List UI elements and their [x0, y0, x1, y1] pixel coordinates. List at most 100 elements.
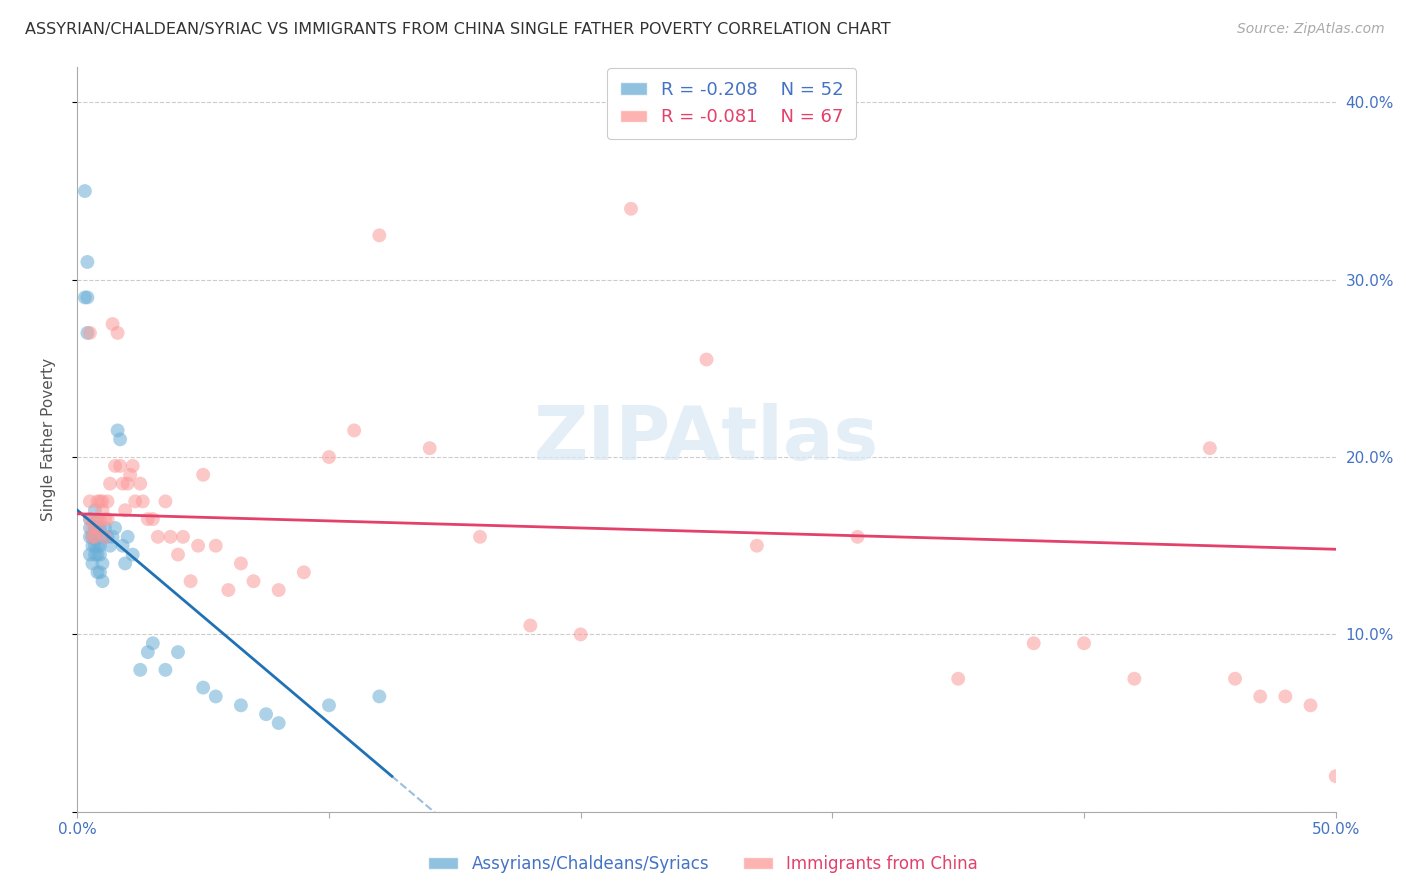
- Point: [79, 530, 101, 544]
- Point: [86, 521, 108, 535]
- Point: [124, 494, 146, 508]
- Point: [155, 494, 177, 508]
- Point: [94, 530, 117, 544]
- Point: [104, 458, 127, 473]
- Point: [98, 476, 121, 491]
- Point: [948, 672, 970, 686]
- Point: [89, 539, 111, 553]
- Point: [79, 512, 101, 526]
- Point: [1324, 769, 1347, 783]
- Point: [91, 494, 114, 508]
- Point: [79, 548, 101, 562]
- Y-axis label: Single Father Poverty: Single Father Poverty: [42, 358, 56, 521]
- Point: [89, 521, 111, 535]
- Point: [91, 530, 114, 544]
- Point: [76, 326, 98, 340]
- Point: [104, 521, 127, 535]
- Point: [89, 548, 111, 562]
- Point: [94, 512, 117, 526]
- Point: [368, 690, 391, 704]
- Point: [217, 582, 239, 597]
- Point: [846, 530, 869, 544]
- Point: [292, 566, 315, 580]
- Point: [120, 467, 142, 482]
- Point: [229, 698, 252, 713]
- Point: [267, 582, 290, 597]
- Point: [101, 530, 124, 544]
- Point: [121, 548, 143, 562]
- Point: [111, 476, 134, 491]
- Point: [86, 539, 108, 553]
- Point: [96, 494, 118, 508]
- Point: [73, 290, 96, 304]
- Point: [142, 636, 165, 650]
- Point: [96, 512, 118, 526]
- Point: [1223, 672, 1246, 686]
- Point: [1073, 636, 1095, 650]
- Point: [107, 326, 129, 340]
- Point: [254, 707, 277, 722]
- Point: [468, 530, 491, 544]
- Point: [187, 539, 209, 553]
- Text: Source: ZipAtlas.com: Source: ZipAtlas.com: [1237, 22, 1385, 37]
- Point: [569, 627, 592, 641]
- Point: [91, 557, 114, 571]
- Point: [121, 458, 143, 473]
- Point: [82, 521, 104, 535]
- Point: [76, 255, 98, 269]
- Point: [89, 512, 111, 526]
- Point: [519, 618, 541, 632]
- Point: [745, 539, 768, 553]
- Point: [111, 539, 134, 553]
- Point: [84, 530, 107, 544]
- Point: [91, 574, 114, 589]
- Point: [86, 494, 108, 508]
- Point: [79, 326, 101, 340]
- Legend: R = -0.208    N = 52, R = -0.081    N = 67: R = -0.208 N = 52, R = -0.081 N = 67: [607, 69, 856, 139]
- Point: [98, 539, 121, 553]
- Point: [191, 681, 215, 695]
- Legend: Assyrians/Chaldeans/Syriacs, Immigrants from China: Assyrians/Chaldeans/Syriacs, Immigrants …: [422, 848, 984, 880]
- Point: [79, 494, 101, 508]
- Text: ASSYRIAN/CHALDEAN/SYRIAC VS IMMIGRANTS FROM CHINA SINGLE FATHER POVERTY CORRELAT: ASSYRIAN/CHALDEAN/SYRIAC VS IMMIGRANTS F…: [25, 22, 891, 37]
- Point: [96, 530, 118, 544]
- Point: [142, 512, 165, 526]
- Point: [108, 433, 131, 447]
- Point: [136, 512, 159, 526]
- Point: [79, 512, 101, 526]
- Point: [159, 530, 181, 544]
- Point: [242, 574, 264, 589]
- Point: [114, 503, 136, 517]
- Point: [146, 530, 169, 544]
- Point: [318, 698, 340, 713]
- Point: [107, 424, 129, 438]
- Point: [1199, 441, 1222, 455]
- Point: [82, 557, 104, 571]
- Point: [117, 530, 139, 544]
- Point: [84, 521, 107, 535]
- Text: ZIPAtlas: ZIPAtlas: [534, 403, 879, 475]
- Point: [419, 441, 441, 455]
- Point: [82, 530, 104, 544]
- Point: [620, 202, 643, 216]
- Point: [1022, 636, 1045, 650]
- Point: [84, 539, 107, 553]
- Point: [204, 690, 226, 704]
- Point: [191, 467, 215, 482]
- Point: [86, 512, 108, 526]
- Point: [94, 521, 117, 535]
- Point: [696, 352, 718, 367]
- Point: [89, 494, 111, 508]
- Point: [155, 663, 177, 677]
- Point: [267, 716, 290, 731]
- Point: [368, 228, 391, 243]
- Point: [172, 530, 194, 544]
- Point: [84, 503, 107, 517]
- Point: [76, 290, 98, 304]
- Point: [84, 512, 107, 526]
- Point: [114, 557, 136, 571]
- Point: [229, 557, 252, 571]
- Point: [101, 317, 124, 331]
- Point: [82, 539, 104, 553]
- Point: [84, 530, 107, 544]
